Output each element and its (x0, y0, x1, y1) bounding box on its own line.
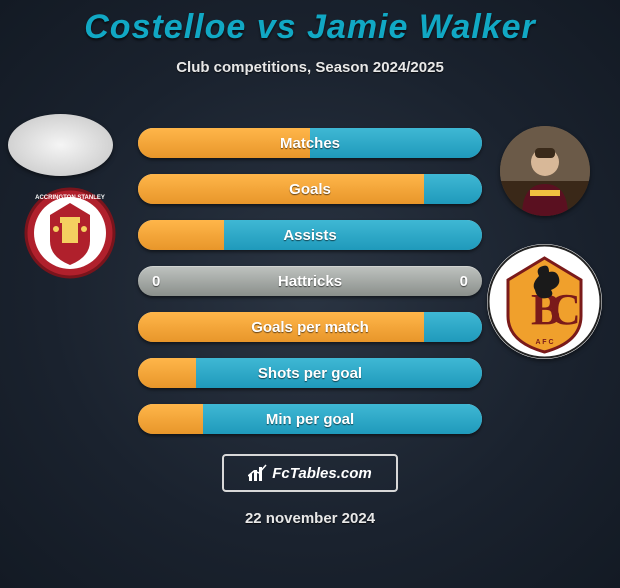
stat-label: Matches (138, 135, 482, 152)
stat-row: 0.38Goals per match0.08 (138, 312, 482, 342)
stats-table: 13Matches13 5Goals1 1Assists3 0Hattricks0 0.… (138, 128, 482, 450)
comparison-title: Costelloe vs Jamie Walker (0, 8, 620, 47)
avatar-right (500, 126, 590, 216)
stat-label: Goals (138, 181, 482, 198)
stat-label: Shots per goal (138, 365, 482, 382)
stat-row: 1Assists3 (138, 220, 482, 250)
stat-label: Goals per match (138, 319, 482, 336)
stat-row: 321Min per goal1414 (138, 404, 482, 434)
club-badge-right: B C A F C (487, 244, 602, 359)
stat-row: 5Goals1 (138, 174, 482, 204)
stat-label: Min per goal (138, 411, 482, 428)
stat-row: 0Hattricks0 (138, 266, 482, 296)
club-badge-left: ACCRINGTON STANLEY (20, 183, 120, 283)
stat-row: 5.6Shots per goal28 (138, 358, 482, 388)
branding-text: FcTables.com (272, 465, 371, 482)
avatar-left (8, 114, 113, 176)
comparison-date: 22 november 2024 (0, 510, 620, 527)
stat-label: Assists (138, 227, 482, 244)
svg-text:A F C: A F C (535, 339, 553, 346)
stat-label: Hattricks (138, 273, 482, 290)
branding-box: FcTables.com (222, 454, 398, 492)
comparison-subtitle: Club competitions, Season 2024/2025 (0, 59, 620, 76)
svg-text:ACCRINGTON STANLEY: ACCRINGTON STANLEY (35, 195, 105, 201)
svg-text:C: C (549, 285, 581, 334)
stat-row: 13Matches13 (138, 128, 482, 158)
chart-icon (248, 464, 268, 482)
